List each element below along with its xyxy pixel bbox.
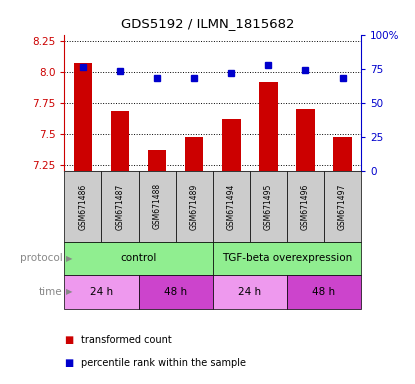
Bar — [296, 109, 315, 171]
Text: time: time — [39, 287, 62, 297]
Text: GSM671489: GSM671489 — [190, 183, 199, 230]
Text: 48 h: 48 h — [164, 287, 187, 297]
Text: GSM671488: GSM671488 — [153, 183, 161, 230]
Text: percentile rank within the sample: percentile rank within the sample — [81, 358, 246, 368]
Text: GSM671495: GSM671495 — [264, 183, 273, 230]
Text: 24 h: 24 h — [238, 287, 261, 297]
Text: GSM671487: GSM671487 — [115, 183, 124, 230]
Bar — [148, 150, 166, 171]
Text: TGF-beta overexpression: TGF-beta overexpression — [222, 253, 352, 263]
Text: control: control — [120, 253, 157, 263]
Bar — [111, 111, 129, 171]
Text: GSM671486: GSM671486 — [78, 183, 88, 230]
Text: transformed count: transformed count — [81, 335, 172, 345]
Bar — [73, 63, 92, 171]
Text: ▶: ▶ — [66, 287, 73, 296]
Text: ■: ■ — [64, 335, 73, 345]
Bar — [259, 82, 278, 171]
Text: GSM671494: GSM671494 — [227, 183, 236, 230]
Text: GSM671496: GSM671496 — [301, 183, 310, 230]
Text: 48 h: 48 h — [312, 287, 335, 297]
Bar — [185, 137, 203, 171]
Bar — [333, 137, 352, 171]
Text: ■: ■ — [64, 358, 73, 368]
Bar — [222, 119, 241, 171]
Text: GSM671497: GSM671497 — [338, 183, 347, 230]
Text: GDS5192 / ILMN_1815682: GDS5192 / ILMN_1815682 — [121, 17, 294, 30]
Text: ▶: ▶ — [66, 254, 73, 263]
Text: protocol: protocol — [20, 253, 62, 263]
Text: 24 h: 24 h — [90, 287, 113, 297]
